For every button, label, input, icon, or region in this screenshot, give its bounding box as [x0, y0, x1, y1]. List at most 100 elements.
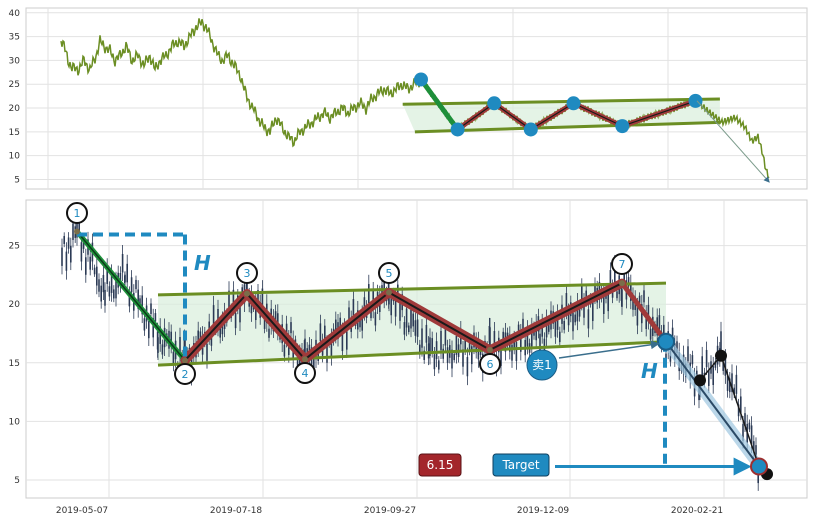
overview-target-arrow	[696, 100, 770, 183]
candle-body	[587, 309, 590, 329]
candle-body	[212, 305, 215, 325]
candle-body	[263, 318, 266, 329]
candle-body	[567, 310, 570, 326]
candle-body	[296, 352, 299, 371]
candle-body	[446, 347, 449, 363]
candle-body	[433, 354, 436, 370]
candle-body	[126, 263, 128, 283]
pattern-point-markers: 1 2 3 4 5 6 7	[66, 202, 633, 385]
candle-body	[341, 331, 344, 352]
candle-body	[179, 337, 181, 357]
candle-body	[425, 324, 428, 343]
candle-body	[513, 336, 515, 349]
after-point-2	[715, 349, 727, 362]
candle-body	[98, 279, 100, 292]
candle-body	[232, 289, 235, 308]
candle-body	[61, 247, 63, 266]
candle-body	[581, 286, 583, 303]
candle-body	[159, 326, 161, 344]
candle-body	[268, 328, 270, 338]
pattern-point-label-2: 2	[182, 368, 189, 381]
overview-zigzag	[455, 98, 698, 132]
candle-body	[137, 289, 139, 309]
candle-body	[199, 331, 202, 341]
pattern-vertex-6	[487, 346, 493, 353]
pattern-vertex-1	[74, 228, 80, 235]
candle-body	[124, 274, 126, 283]
candle-body	[733, 387, 735, 396]
candle-body	[80, 242, 83, 262]
candle-body	[319, 323, 322, 342]
candle-body	[427, 343, 430, 359]
candle-body	[466, 357, 469, 377]
channel-fill	[158, 283, 666, 366]
candle-body	[161, 344, 164, 355]
pattern-vertex-2	[182, 357, 188, 364]
overview-zigzag-core	[530, 102, 574, 130]
overview-zigzag-core	[457, 102, 495, 130]
overview-zigzag-core	[573, 102, 623, 127]
candle-body	[594, 283, 596, 298]
candle-body	[515, 342, 518, 362]
candle-body	[462, 349, 464, 367]
candle-body	[197, 330, 199, 349]
candle-body	[712, 366, 714, 385]
candle-body	[722, 361, 724, 371]
pattern-point-label-4: 4	[302, 367, 309, 380]
overview-marker-6	[615, 119, 630, 134]
candle-body	[370, 311, 372, 319]
sell-label: 卖1	[532, 358, 552, 372]
candle-body	[676, 341, 678, 354]
candle-body	[421, 328, 423, 348]
candle-body	[115, 280, 117, 299]
pattern-vertex-5	[386, 289, 392, 296]
sell-signal: 卖1	[526, 332, 675, 381]
pattern-point-badge-4	[294, 362, 316, 384]
candle-body	[210, 333, 213, 346]
overview-y-tick-3: 20	[9, 104, 21, 114]
overview-y-tick-7: 40	[9, 9, 21, 19]
candle-body	[335, 319, 337, 336]
overview-panel: 5 10 15 20 25 30 35 40	[9, 7, 808, 190]
candle-body	[559, 331, 561, 343]
candle-body	[255, 301, 257, 321]
candle-body	[70, 245, 72, 263]
candle-body	[403, 322, 406, 335]
overview-marker-7	[688, 93, 703, 108]
candle-body	[324, 325, 326, 340]
overview-flag-pole	[418, 77, 460, 131]
overview-y-tick-1: 10	[9, 152, 21, 162]
target-annotation: 6.15 Target	[418, 453, 768, 477]
candle-body	[135, 279, 137, 290]
candle-body	[720, 331, 722, 351]
candle-body	[348, 307, 350, 322]
candle-body	[257, 290, 259, 303]
pattern-point-badge-6	[479, 353, 501, 375]
candle-body	[744, 413, 746, 427]
pattern-vertex-4	[302, 356, 308, 363]
candle-body	[408, 325, 410, 333]
candle-body	[464, 340, 466, 351]
candle-body	[607, 293, 609, 312]
candle-body	[326, 344, 328, 363]
candle-body	[669, 350, 672, 362]
sell-arrow	[558, 340, 660, 359]
sell-badge	[526, 349, 558, 381]
candle-body	[554, 320, 557, 337]
pattern-y-tick-3: 20	[9, 300, 21, 310]
pattern-x-ticks: 2019-05-07 2019-07-18 2019-09-27 2019-12…	[56, 506, 723, 516]
zigzag-core-2	[184, 292, 248, 362]
candle-body	[649, 328, 652, 340]
candle-body	[543, 338, 546, 352]
candle-body	[274, 311, 277, 325]
zigzag-segment-breakout	[619, 280, 669, 345]
candle-body	[290, 322, 292, 334]
candle-body	[106, 266, 108, 284]
candle-body	[313, 358, 315, 369]
candle-body	[419, 344, 421, 355]
candle-body	[330, 337, 333, 357]
candle-body	[636, 306, 639, 326]
candle-body	[170, 331, 172, 347]
candle-body	[572, 312, 574, 332]
